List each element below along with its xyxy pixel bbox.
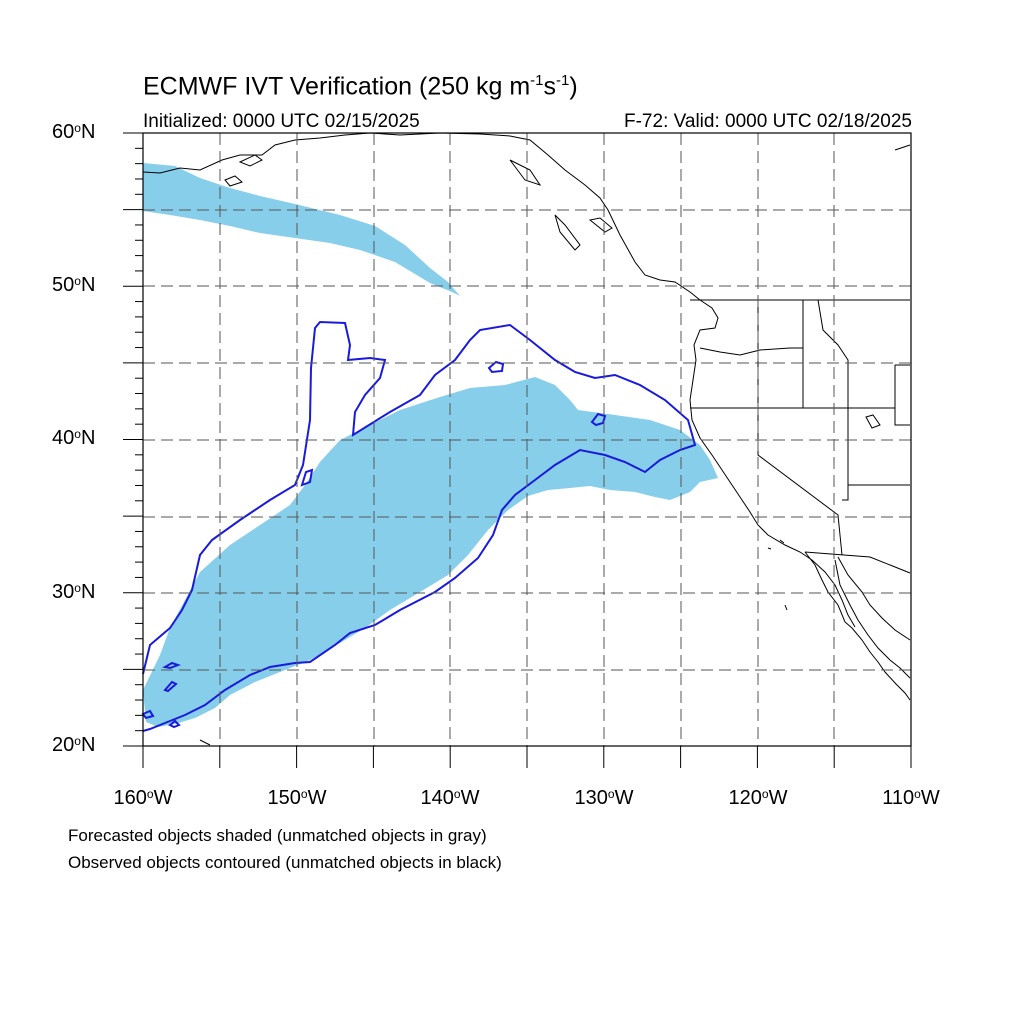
caption-observed: Observed objects contoured (unmatched ob… xyxy=(68,853,502,872)
islands-small xyxy=(199,144,911,746)
lon-label-120: 120oW xyxy=(728,787,788,809)
observed-object-small-3 xyxy=(300,468,314,487)
mainland-mexico-coast xyxy=(837,556,911,641)
observed-object-small-4 xyxy=(162,661,181,670)
page-title: ECMWF IVT Verification (250 kg m-1s-1) xyxy=(143,72,578,101)
west-coast xyxy=(689,299,856,628)
forecast-objects xyxy=(143,163,718,727)
lat-label-20: 20oN xyxy=(52,734,96,756)
lat-label-40: 40oN xyxy=(52,427,96,449)
lat-label-60: 60oN xyxy=(52,121,96,143)
observed-object-small-6 xyxy=(141,709,155,720)
observed-object-main xyxy=(142,320,697,732)
valid-time: F-72: Valid: 0000 UTC 02/18/2025 xyxy=(624,111,912,132)
lat-label-50: 50oN xyxy=(52,274,96,296)
lon-label-110: 110oW xyxy=(882,787,940,809)
lon-label-140: 140oW xyxy=(420,787,480,809)
lon-label-150: 150oW xyxy=(267,787,327,809)
forecast-object-north xyxy=(143,163,460,296)
observed-object-small-5 xyxy=(163,680,178,693)
forecast-object-main xyxy=(143,377,718,727)
us-state-borders xyxy=(690,299,911,574)
caption-forecast: Forecasted objects shaded (unmatched obj… xyxy=(68,826,487,845)
lat-label-30: 30oN xyxy=(52,581,96,603)
coastlines xyxy=(142,132,911,746)
axis-ticks xyxy=(123,132,912,768)
observed-object-small-7 xyxy=(168,719,181,729)
observed-objects xyxy=(141,320,697,732)
gridlines xyxy=(143,133,911,746)
lon-label-130: 130oW xyxy=(574,787,634,809)
observed-object-small-2 xyxy=(590,412,607,427)
initialized-time: Initialized: 0000 UTC 02/15/2025 xyxy=(143,111,420,132)
alaska-islands xyxy=(224,154,613,251)
alaska-coast xyxy=(142,132,701,301)
lon-label-160: 160oW xyxy=(113,787,173,809)
baja-peninsula xyxy=(804,551,911,701)
